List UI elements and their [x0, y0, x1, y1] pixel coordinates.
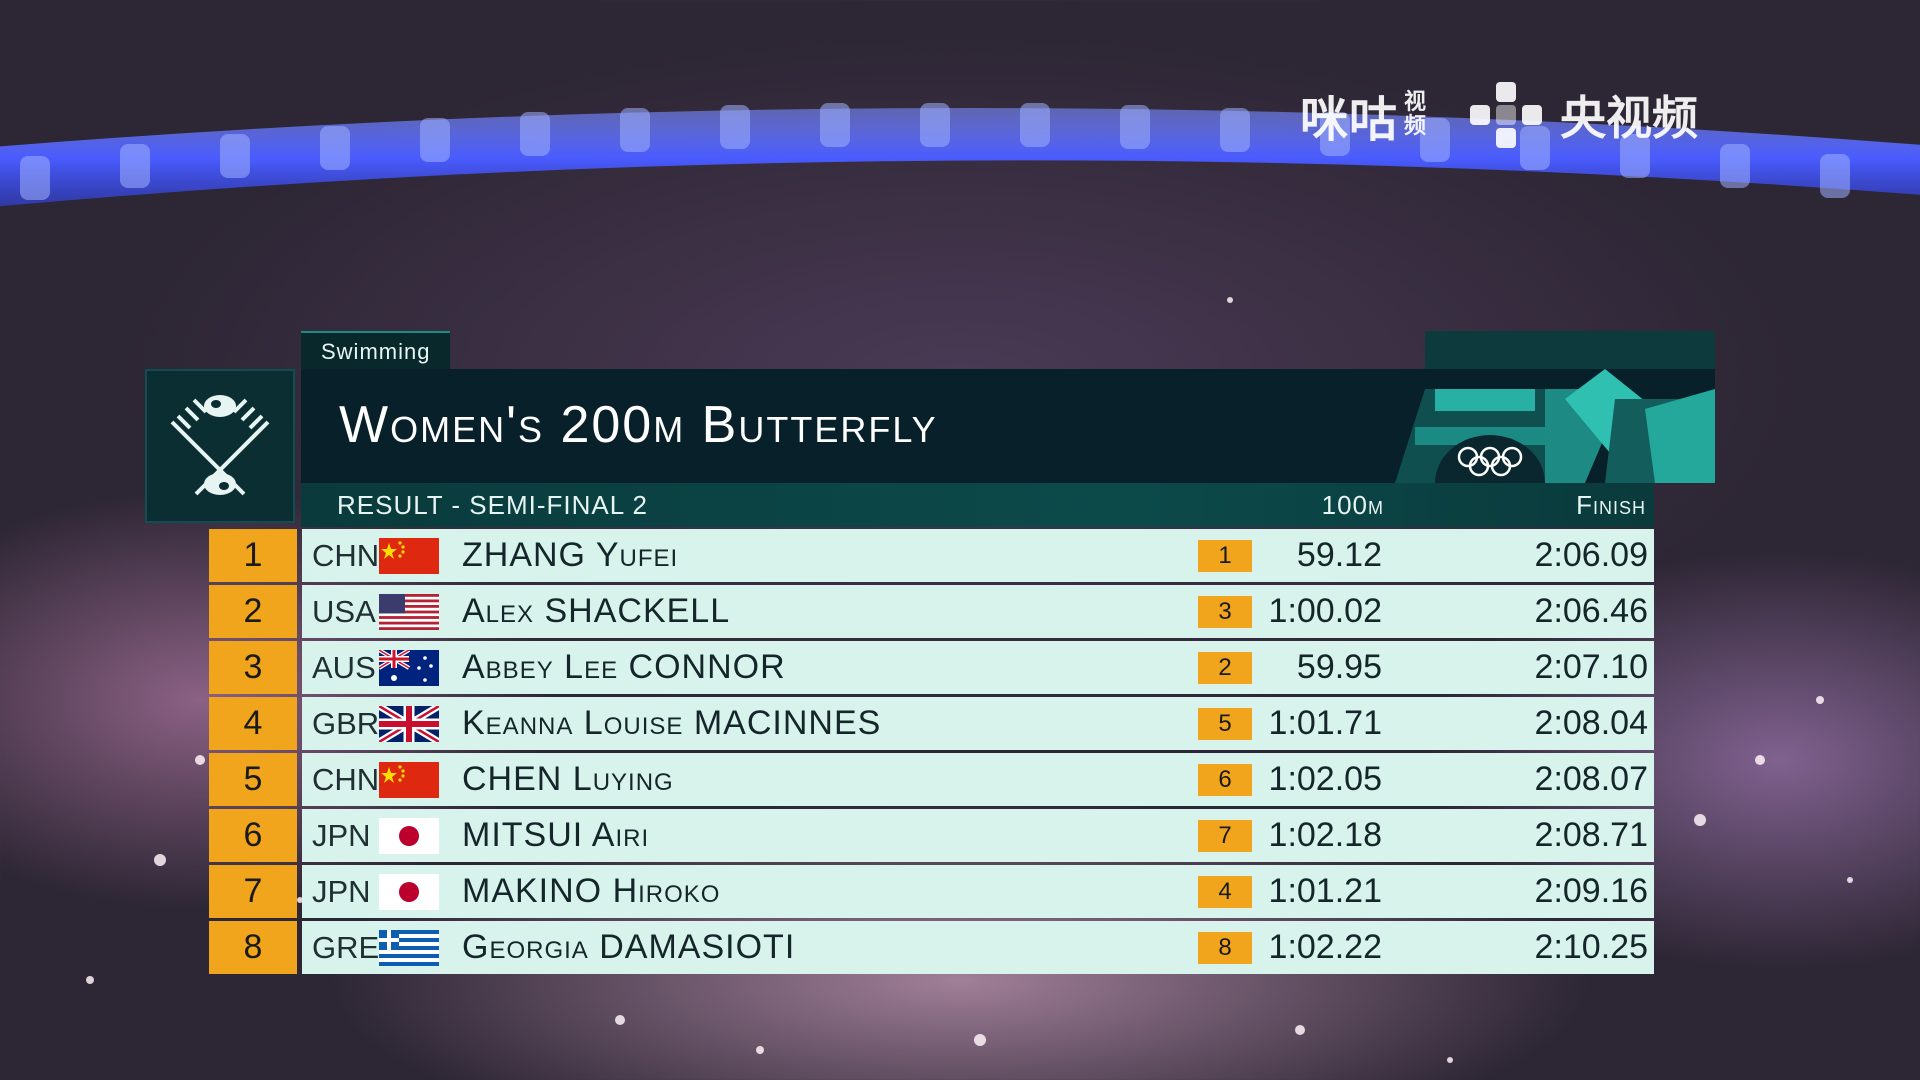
usa-flag-icon: [379, 594, 439, 630]
finish-time: 2:08.04: [1534, 704, 1648, 742]
noc-code: AUS: [312, 650, 376, 685]
noc-code: JPN: [312, 818, 371, 853]
split-rank-badge: 1: [1198, 540, 1252, 572]
split-rank-badge: 3: [1198, 596, 1252, 628]
result-row: 1 CHN ZHANG Yufei 1 59.12 2:06.09: [209, 529, 1654, 582]
split-time: 1:02.05: [1268, 760, 1382, 798]
split-rank-badge: 7: [1198, 820, 1252, 852]
athlete-name: ZHANG Yufei: [462, 536, 679, 574]
cctv-logo-text: 央视频: [1560, 91, 1699, 145]
broadcaster-watermark: 咪咕 视 频 央视频: [1300, 80, 1698, 150]
gre-flag-icon: [379, 930, 439, 966]
event-title: Women's 200m Butterfly: [339, 396, 938, 454]
split-rank-badge: 6: [1198, 764, 1252, 796]
event-title-bar: Women's 200m Butterfly: [301, 369, 1715, 483]
rank-badge: 2: [209, 585, 297, 638]
finish-time: 2:08.71: [1534, 816, 1648, 854]
result-row: 3 AUS Abbey Lee CONNOR 2 59.95 2:07.10: [209, 641, 1654, 694]
split-time: 59.12: [1296, 536, 1382, 574]
athlete-name: Keanna Louise MACINNES: [462, 704, 882, 742]
rank-badge: 6: [209, 809, 297, 862]
finish-time: 2:09.16: [1534, 872, 1648, 910]
noc-code: GRE: [312, 930, 380, 965]
split-time: 59.95: [1296, 648, 1382, 686]
split-rank-badge: 5: [1198, 708, 1252, 740]
athlete-name: CHEN Luying: [462, 760, 674, 798]
gbr-flag-icon: [379, 706, 439, 742]
split-time: 1:00.02: [1268, 592, 1382, 630]
chn-flag-icon: [379, 538, 439, 574]
cctv-logo-icon: [1470, 82, 1543, 148]
finish-time: 2:08.07: [1534, 760, 1648, 798]
noc-code: GBR: [312, 706, 380, 741]
noc-code: JPN: [312, 874, 371, 909]
cctv-video-logo: 央视频: [1466, 80, 1698, 150]
rank-badge: 1: [209, 529, 297, 582]
olympic-rings-icon: [1457, 446, 1523, 477]
finish-time: 2:06.09: [1534, 536, 1648, 574]
results-header: RESULT - SEMI-FINAL 2 100m Finish: [301, 483, 1654, 527]
athlete-name: Alex SHACKELL: [462, 592, 731, 630]
finish-time: 2:06.46: [1534, 592, 1648, 630]
results-table: 1 CHN ZHANG Yufei 1 59.12 2:06.09 2 USA: [209, 529, 1654, 977]
noc-code: CHN: [312, 762, 380, 797]
result-row: 6 JPN MITSUI Airi 7 1:02.18 2:08.71: [209, 809, 1654, 862]
lane-rope-decoration: [0, 103, 1920, 207]
jpn-flag-icon: [379, 874, 439, 910]
athlete-name: MAKINO Hiroko: [462, 872, 721, 910]
split-rank-badge: 8: [1198, 932, 1252, 964]
athlete-name: Abbey Lee CONNOR: [462, 648, 786, 686]
result-row: 4 GBR Keanna Louise MACINNES 5 1:01.71 2…: [209, 697, 1654, 750]
rank-badge: 4: [209, 697, 297, 750]
finish-time: 2:07.10: [1534, 648, 1648, 686]
sport-tag: Swimming: [301, 331, 451, 371]
paris-art-cap: [1425, 331, 1715, 369]
migu-logo-text: 咪咕: [1300, 92, 1399, 148]
split-time: 1:01.21: [1268, 872, 1382, 910]
rank-badge: 3: [209, 641, 297, 694]
noc-code: USA: [312, 594, 376, 629]
athlete-name: MITSUI Airi: [462, 816, 650, 854]
swimming-pictogram: [145, 369, 295, 523]
swimming-pictogram-icon: [170, 395, 270, 496]
chn-flag-icon: [379, 762, 439, 798]
result-row: 2 USA Alex SHACKELL 3 1:00.02 2:06.46: [209, 585, 1654, 638]
rank-badge: 7: [209, 865, 297, 918]
split-column-header: 100m: [1321, 490, 1384, 520]
result-row: 7 JPN MAKINO Hiroko 4 1:01.21 2:09.16: [209, 865, 1654, 918]
athlete-name: Georgia DAMASIOTI: [462, 928, 796, 966]
jpn-flag-icon: [379, 818, 439, 854]
aus-flag-icon: [379, 650, 439, 686]
finish-time: 2:10.25: [1534, 928, 1648, 966]
split-rank-badge: 2: [1198, 652, 1252, 684]
rank-badge: 5: [209, 753, 297, 806]
rank-badge: 8: [209, 921, 297, 974]
split-time: 1:02.22: [1268, 928, 1382, 966]
migu-logo-subtext: 视 频: [1404, 90, 1427, 139]
split-rank-badge: 4: [1198, 876, 1252, 908]
split-time: 1:01.71: [1268, 704, 1382, 742]
result-row: 5 CHN CHEN Luying 6 1:02.05 2:08.07: [209, 753, 1654, 806]
stage-label: RESULT - SEMI-FINAL 2: [337, 490, 648, 520]
paris-olympics-art: [1395, 369, 1715, 483]
noc-code: CHN: [312, 538, 380, 573]
result-row: 8 GRE Georgia DAMASIOTI 8 1:02.22 2:10.2…: [209, 921, 1654, 974]
migu-logo: 咪咕 视 频: [1300, 80, 1426, 150]
finish-column-header: Finish: [1576, 490, 1646, 520]
split-time: 1:02.18: [1268, 816, 1382, 854]
